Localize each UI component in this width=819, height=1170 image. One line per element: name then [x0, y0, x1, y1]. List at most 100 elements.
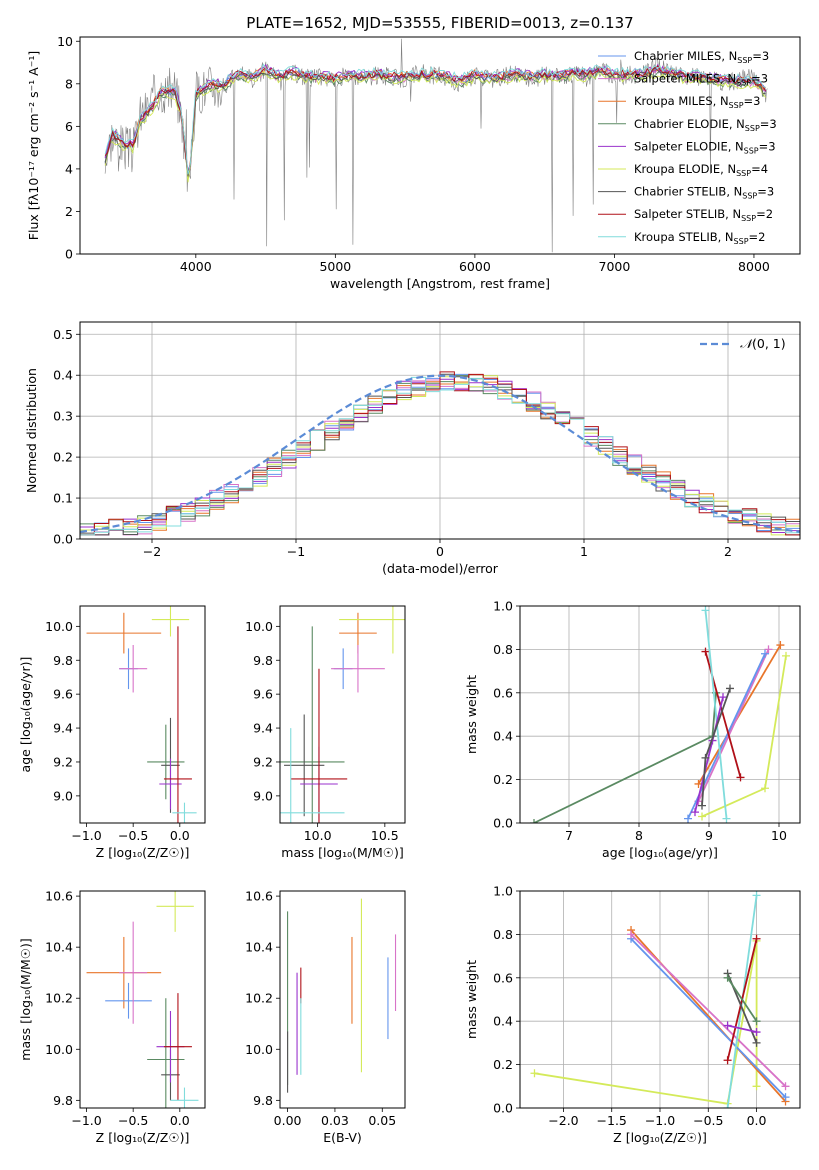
x-tick-label: 6000 [459, 259, 491, 274]
panel-residuals: −2 −1 0 1 2 0.0 0.1 0.2 0.3 0.4 0.5 (data-model)/er… [24, 321, 801, 576]
y-tick-label: 0.2 [53, 450, 73, 465]
y-tick-label: 6 [65, 119, 73, 134]
axes-frame [279, 605, 406, 824]
x-tick-label: 7 [565, 828, 573, 843]
y-tick-label: 9.6 [53, 687, 73, 702]
y-tick-label: 0.0 [53, 532, 73, 547]
weight-marker-chabrier_stelib [752, 1038, 761, 1047]
figure-title: PLATE=1652, MJD=53555, FIBERID=0013, z=0… [246, 14, 633, 32]
y-axis-label: mass weight [464, 675, 479, 754]
y-tick-label: 10.4 [45, 940, 73, 955]
y-tick-label: 0.8 [493, 642, 513, 657]
x-tick-label: 8 [635, 828, 643, 843]
x-tick-label: 9 [705, 828, 713, 843]
x-tick-label: 1 [580, 544, 588, 559]
weight-marker-chabrier_stelib [726, 684, 734, 693]
y-tick-label: 0.0 [493, 816, 513, 831]
x-tick-label: −1.0 [71, 1113, 101, 1128]
y-tick-label: 10 [57, 34, 73, 49]
y-tick-label: 9.2 [53, 754, 73, 769]
plot-area [104, 38, 768, 253]
x-tick-label: 8000 [738, 259, 770, 274]
x-tick-label: 0.03 [321, 1113, 349, 1128]
y-tick-label: 1.0 [493, 599, 513, 614]
weight-marker-kroupa_stelib [722, 814, 731, 823]
y-tick-label: 0.4 [493, 729, 513, 744]
x-axis-label: Z [log₁₀(Z/Z☉)] [613, 1130, 707, 1145]
y-axis-label: Flux [fλ10⁻¹⁷ erg cm⁻² s⁻¹ A⁻¹] [26, 51, 41, 240]
weight-line-chabrier_elodie [726, 977, 758, 1022]
panel-z_age: −1.0 −0.5 0.0 9.0 9.2 9.4 9.6 9.8 10.0 Z [log₁₀(Z… [18, 605, 206, 860]
panel-spectrum: 4000 5000 6000 7000 8000 0 2 4 6 8 10 wavelength [A… [26, 34, 801, 291]
y-tick-label: 10.0 [45, 619, 73, 634]
y-axis-label: Normed distribution [24, 368, 39, 493]
panel-mass_age: 10.0 10.5 9.0 9.2 9.4 9.6 9.8 10.0 mass [log₁₀(M… [245, 605, 406, 860]
x-axis-label: mass [log₁₀(M/M☉)] [281, 845, 403, 860]
y-tick-label: 0.6 [493, 685, 513, 700]
weight-marker-salpeter_miles [764, 645, 773, 654]
y-tick-label: 9.2 [253, 754, 273, 769]
x-tick-label: 0 [436, 544, 444, 559]
weight-marker-kroupa_elodie [530, 1069, 539, 1078]
x-axis-label: E(B-V) [323, 1130, 362, 1145]
weight-line-chabrier_miles [630, 938, 787, 1098]
weight-line-salpeter_miles [697, 649, 770, 802]
x-tick-label: 4000 [180, 259, 212, 274]
gaussian-curve [80, 374, 800, 533]
y-tick-label: 0.3 [53, 409, 73, 424]
panel-z_mass: −1.0 −0.5 0.0 9.8 10.0 10.2 10.4 10.6 Z [log₁₀(Z… [18, 889, 206, 1145]
model-line-salpeter_stelib [104, 65, 767, 173]
weight-marker-kroupa_elodie [761, 784, 769, 793]
legend-entry: Chabrier STELIB, NSSP=3 [634, 185, 774, 201]
legend-entry: Salpeter STELIB, NSSP=2 [634, 207, 773, 223]
legend-entry: Chabrier ELODIE, NSSP=3 [634, 117, 777, 133]
x-tick-label: 0.0 [170, 828, 190, 843]
y-tick-label: 0.5 [53, 327, 73, 342]
weight-marker-salpeter_stelib [723, 1056, 732, 1065]
y-tick-label: 10.6 [45, 889, 73, 904]
y-tick-label: 4 [65, 161, 73, 176]
legend-gaussian-label: 𝒩(0, 1) [740, 336, 786, 351]
weight-marker-salpeter_stelib [736, 773, 745, 782]
weight-line-chabrier_elodie [533, 692, 717, 823]
spectrum-legend: Chabrier MILES, NSSP=3 Salpeter MILES, NS… [598, 49, 777, 246]
y-tick-label: 9.8 [253, 653, 273, 668]
axes-frame [79, 36, 801, 255]
weight-marker-kroupa_elodie [752, 1082, 761, 1091]
weight-marker-kroupa_miles [776, 641, 785, 650]
legend-entry: Salpeter MILES, NSSP=3 [634, 72, 768, 88]
weight-line-kroupa_stelib [704, 610, 728, 819]
y-tick-label: 0.4 [53, 368, 73, 383]
weight-marker-chabrier_stelib [701, 753, 710, 762]
weight-marker-chabrier_stelib [698, 801, 706, 810]
y-tick-label: 9.4 [53, 721, 73, 736]
histogram-salpeter_stelib [80, 371, 800, 539]
weight-line-salpeter_elodie [727, 1024, 757, 1033]
legend-entry: Salpeter ELODIE, NSSP=3 [634, 139, 776, 155]
x-tick-label: −0.5 [693, 1113, 723, 1128]
weight-marker-salpeter_elodie [723, 1021, 732, 1030]
legend-entry: Kroupa STELIB, NSSP=2 [634, 230, 765, 246]
x-axis-label: (data-model)/error [382, 561, 499, 576]
y-tick-label: 1.0 [493, 884, 513, 899]
y-tick-label: 8 [65, 76, 73, 91]
axes-frame [79, 890, 206, 1109]
weight-marker-kroupa_stelib [752, 891, 761, 900]
y-tick-label: 0.2 [493, 1057, 513, 1072]
plot-area [287, 898, 397, 1093]
y-tick-label: 10.4 [245, 940, 273, 955]
x-tick-label: 10.0 [304, 828, 332, 843]
axes-frame [519, 890, 801, 1109]
weight-marker-salpeter_stelib [752, 934, 761, 943]
panel-ebv_mass: 0.00 0.03 0.05 9.8 10.0 10.2 10.4 10.6 E(B-V) [245, 889, 406, 1145]
weight-line-kroupa_elodie [534, 940, 758, 1105]
x-tick-label: −1.0 [645, 1113, 675, 1128]
y-tick-label: 0.8 [493, 927, 513, 942]
weight-marker-kroupa_stelib [701, 606, 710, 615]
x-tick-label: 10 [771, 828, 787, 843]
panel-age_weight: 7 8 9 10 0.0 0.2 0.4 0.6 0.8 1.0 age [log₁₀(age/yr… [464, 599, 801, 860]
x-tick-label: −1.0 [71, 828, 101, 843]
y-tick-label: 9.8 [53, 1093, 73, 1108]
y-tick-label: 9.8 [253, 1093, 273, 1108]
weight-marker-kroupa_stelib [723, 1104, 732, 1108]
